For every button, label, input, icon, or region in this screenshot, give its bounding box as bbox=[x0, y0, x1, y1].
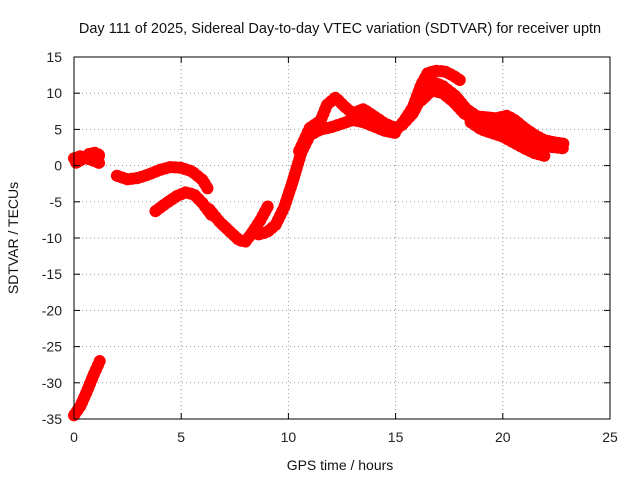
x-tick-label: 25 bbox=[602, 429, 618, 445]
series-arc-steep bbox=[68, 355, 106, 422]
y-tick-label: -15 bbox=[42, 266, 62, 282]
series-group bbox=[68, 64, 571, 422]
y-tick-label: 5 bbox=[54, 121, 62, 137]
y-tick-label: -35 bbox=[42, 411, 62, 427]
series-arc-morning-low bbox=[149, 186, 218, 221]
series-arc-dip bbox=[203, 197, 276, 248]
series-markers bbox=[464, 116, 552, 163]
series-arc-morning bbox=[110, 161, 216, 197]
series-arc-midday-upper bbox=[293, 91, 402, 158]
axis-ticks: 0 5 10 15 20 25 15 10 5 0 -5 -10 -15 -20 -25 -30 -35 bbox=[42, 49, 618, 445]
series-arc-afternoon-2 bbox=[471, 110, 571, 150]
series-arc-afternoon bbox=[464, 116, 552, 163]
x-tick-label: 5 bbox=[177, 429, 185, 445]
series-markers bbox=[70, 146, 108, 169]
y-axis-label: SDTVAR / TECUs bbox=[5, 182, 21, 294]
series-arc-rise bbox=[252, 113, 402, 241]
x-axis-label: GPS time / hours bbox=[287, 457, 394, 473]
y-tick-label: -10 bbox=[42, 230, 62, 246]
y-tick-label: 10 bbox=[46, 85, 62, 101]
y-tick-label: -20 bbox=[42, 302, 62, 318]
x-tick-label: 10 bbox=[281, 429, 297, 445]
x-tick-label: 15 bbox=[388, 429, 404, 445]
x-tick-label: 0 bbox=[70, 429, 78, 445]
series-markers bbox=[203, 197, 276, 248]
series-arc-early-2 bbox=[70, 146, 108, 169]
y-tick-label: -30 bbox=[42, 375, 62, 391]
series-markers bbox=[293, 91, 402, 158]
y-tick-label: -5 bbox=[50, 194, 63, 210]
series-markers bbox=[149, 186, 218, 221]
series-markers bbox=[68, 355, 106, 422]
series-markers bbox=[252, 113, 402, 241]
y-tick-label: 15 bbox=[46, 49, 62, 65]
series-markers bbox=[110, 161, 216, 197]
y-tick-label: 0 bbox=[54, 158, 62, 174]
y-tick-label: -25 bbox=[42, 339, 62, 355]
series-markers bbox=[471, 110, 571, 150]
x-tick-label: 20 bbox=[495, 429, 511, 445]
chart-title: Day 111 of 2025, Sidereal Day-to-day VTE… bbox=[79, 21, 601, 37]
